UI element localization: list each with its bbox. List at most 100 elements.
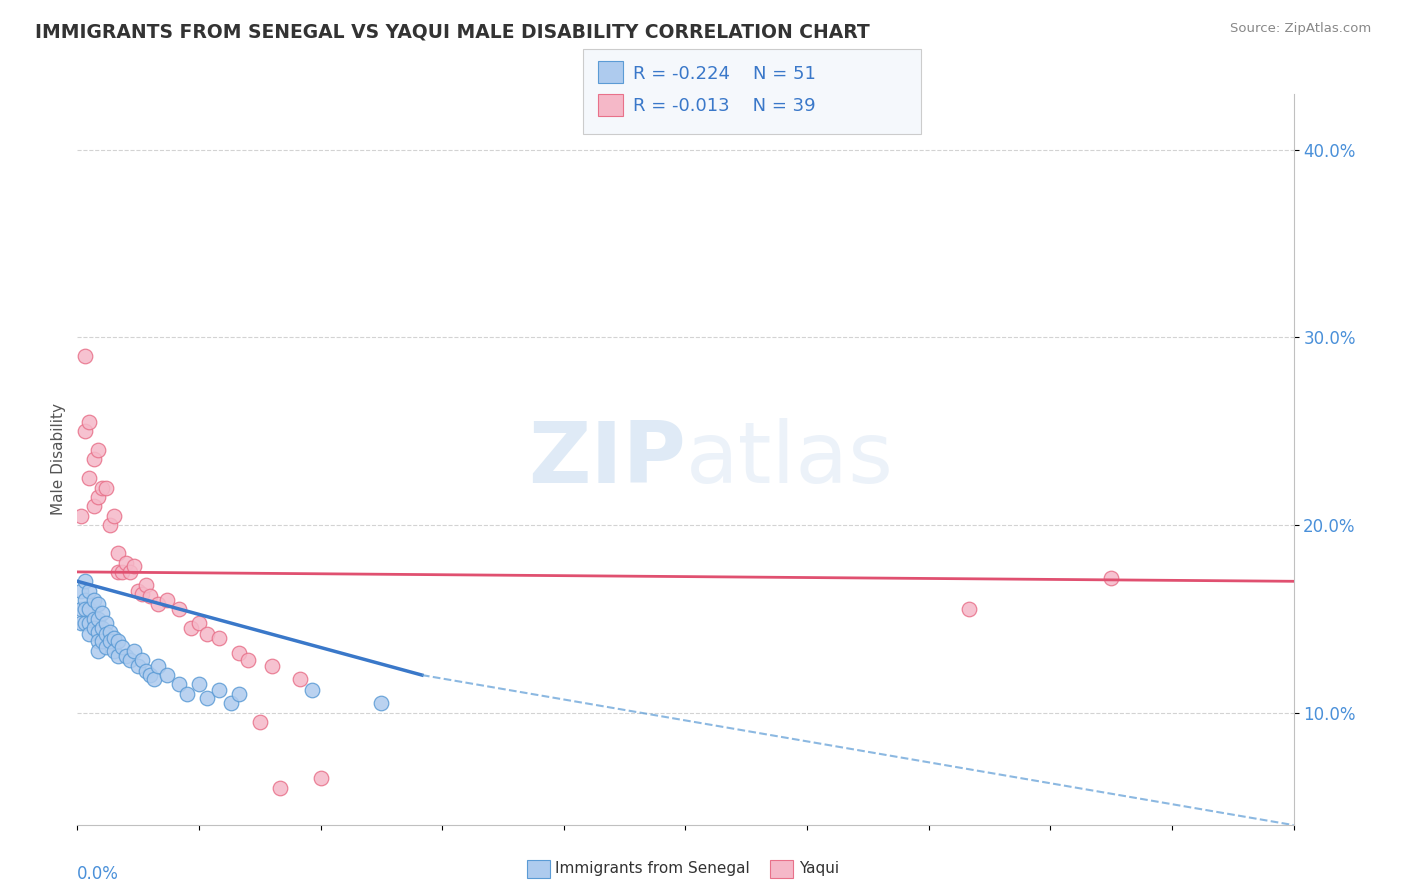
Text: Yaqui: Yaqui	[799, 862, 839, 876]
Point	[83, 593, 105, 607]
Point	[111, 640, 134, 654]
Point	[957, 602, 980, 616]
Point	[70, 602, 93, 616]
Point	[290, 672, 312, 686]
Point	[75, 574, 97, 589]
Point	[135, 578, 157, 592]
Point	[90, 606, 112, 620]
Point	[118, 653, 141, 667]
Point	[195, 690, 218, 705]
Point	[107, 565, 129, 579]
Point	[83, 621, 105, 635]
Point	[79, 627, 101, 641]
Point	[131, 587, 153, 601]
Y-axis label: Male Disability: Male Disability	[51, 403, 66, 516]
Point	[103, 508, 125, 523]
Point	[75, 602, 97, 616]
Point	[309, 771, 332, 785]
Point	[195, 627, 218, 641]
Point	[86, 612, 108, 626]
Text: Source: ZipAtlas.com: Source: ZipAtlas.com	[1230, 22, 1371, 36]
Point	[94, 627, 117, 641]
Point	[118, 565, 141, 579]
Point	[79, 471, 101, 485]
Point	[221, 696, 243, 710]
Point	[86, 490, 108, 504]
Point	[83, 500, 105, 514]
Text: ZIP: ZIP	[527, 417, 686, 501]
Point	[148, 597, 170, 611]
Point	[70, 615, 93, 630]
Point	[103, 631, 125, 645]
Point	[208, 683, 231, 698]
Point	[107, 634, 129, 648]
Point	[107, 546, 129, 560]
Point	[107, 649, 129, 664]
Point	[79, 602, 101, 616]
Point	[90, 621, 112, 635]
Point	[98, 634, 121, 648]
Point	[269, 780, 291, 795]
Point	[75, 615, 97, 630]
Point	[176, 687, 198, 701]
Point	[1099, 570, 1122, 584]
Point	[98, 518, 121, 533]
Point	[155, 593, 177, 607]
Point	[70, 583, 93, 598]
Point	[236, 653, 259, 667]
Point	[75, 593, 97, 607]
Point	[86, 643, 108, 657]
Text: 0.0%: 0.0%	[77, 865, 120, 883]
Point	[143, 672, 166, 686]
Point	[115, 649, 138, 664]
Point	[90, 634, 112, 648]
Point	[139, 668, 162, 682]
Point	[86, 634, 108, 648]
Point	[249, 714, 271, 729]
Point	[86, 442, 108, 457]
Text: R = -0.224    N = 51: R = -0.224 N = 51	[633, 65, 815, 83]
Point	[90, 481, 112, 495]
Point	[115, 556, 138, 570]
Point	[70, 508, 93, 523]
Point	[155, 668, 177, 682]
Point	[301, 683, 323, 698]
Point	[122, 643, 145, 657]
Point	[167, 677, 190, 691]
Point	[228, 687, 250, 701]
Point	[148, 658, 170, 673]
Point	[131, 653, 153, 667]
Point	[111, 565, 134, 579]
Point	[94, 615, 117, 630]
Point	[83, 612, 105, 626]
Point	[79, 583, 101, 598]
Point	[86, 597, 108, 611]
Point	[98, 624, 121, 639]
Point	[208, 631, 231, 645]
Point	[370, 696, 392, 710]
Point	[188, 677, 211, 691]
Point	[83, 452, 105, 467]
Point	[86, 624, 108, 639]
Point	[127, 658, 149, 673]
Point	[94, 640, 117, 654]
Point	[122, 559, 145, 574]
Point	[75, 349, 97, 363]
Text: atlas: atlas	[686, 417, 893, 501]
Point	[79, 415, 101, 429]
Text: Immigrants from Senegal: Immigrants from Senegal	[555, 862, 751, 876]
Point	[79, 615, 101, 630]
Point	[167, 602, 190, 616]
Point	[188, 615, 211, 630]
Text: IMMIGRANTS FROM SENEGAL VS YAQUI MALE DISABILITY CORRELATION CHART: IMMIGRANTS FROM SENEGAL VS YAQUI MALE DI…	[35, 22, 870, 41]
Point	[127, 583, 149, 598]
Point	[228, 646, 250, 660]
Point	[260, 658, 283, 673]
Point	[103, 643, 125, 657]
Point	[94, 481, 117, 495]
Point	[139, 589, 162, 603]
Point	[180, 621, 202, 635]
Text: R = -0.013    N = 39: R = -0.013 N = 39	[633, 97, 815, 115]
Point	[135, 665, 157, 679]
Point	[75, 424, 97, 438]
